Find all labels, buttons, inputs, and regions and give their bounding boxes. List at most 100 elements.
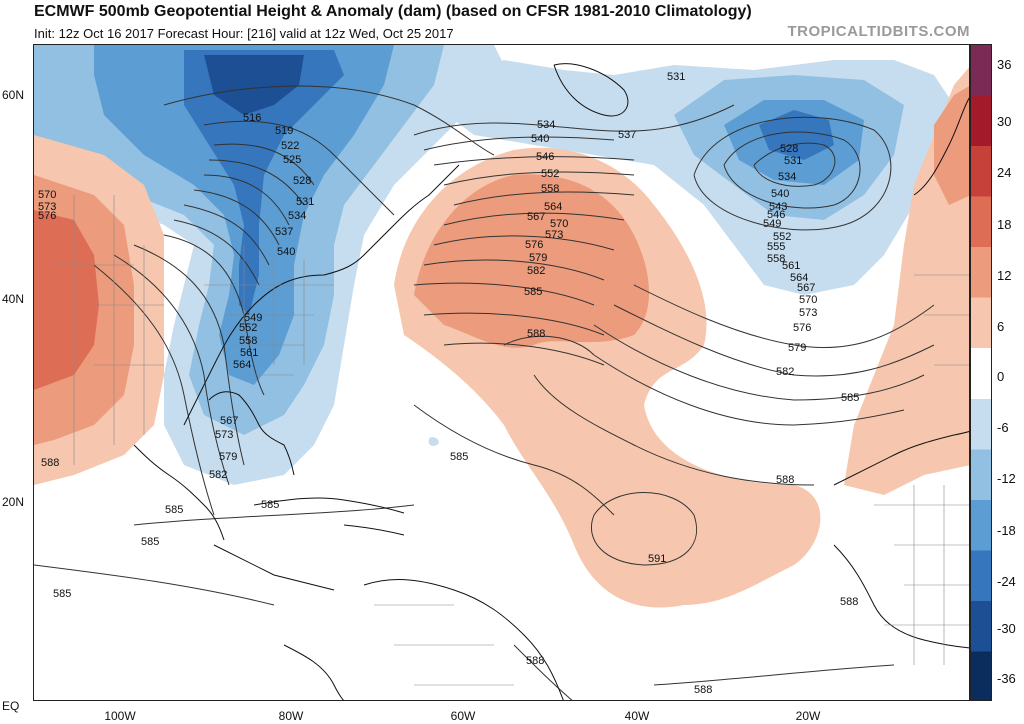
colorbar-label: -30	[997, 621, 1016, 636]
svg-text:573: 573	[38, 201, 56, 213]
page-subtitle: Init: 12z Oct 16 2017 Forecast Hour: [21…	[34, 26, 454, 41]
colorbar-label: 18	[997, 217, 1012, 232]
svg-text:588: 588	[526, 655, 544, 667]
contour-labels: 531 516 519 522 525 528 531 534 537 540 …	[38, 71, 859, 696]
svg-text:534: 534	[288, 210, 306, 222]
svg-text:528: 528	[293, 175, 311, 187]
svg-text:582: 582	[527, 265, 545, 277]
svg-text:546: 546	[536, 151, 554, 163]
political-borders	[54, 195, 969, 686]
svg-text:570: 570	[550, 218, 568, 230]
svg-text:576: 576	[525, 239, 543, 251]
lon-label-20w: 20W	[795, 709, 821, 723]
svg-text:582: 582	[776, 366, 794, 378]
lon-label-40w: 40W	[624, 709, 650, 723]
svg-text:573: 573	[545, 229, 563, 241]
svg-text:516: 516	[243, 112, 261, 124]
svg-text:549: 549	[244, 312, 262, 324]
svg-text:585: 585	[53, 588, 71, 600]
lat-label-40n: 40N	[2, 292, 25, 306]
svg-text:591: 591	[648, 553, 666, 565]
lon-label-100w: 100W	[104, 709, 136, 723]
colorbar-label: -36	[997, 671, 1016, 686]
svg-text:552: 552	[239, 322, 257, 334]
lat-label-20n: 20N	[2, 495, 25, 509]
svg-text:522: 522	[281, 140, 299, 152]
svg-text:573: 573	[799, 307, 817, 319]
svg-text:558: 558	[541, 183, 559, 195]
colorbar-label: 12	[997, 268, 1012, 283]
svg-text:528: 528	[780, 143, 798, 155]
svg-text:570: 570	[799, 294, 817, 306]
svg-text:561: 561	[240, 347, 258, 359]
height-contours	[34, 85, 935, 700]
svg-text:585: 585	[450, 451, 468, 463]
colorbar-label: -6	[997, 420, 1009, 435]
svg-text:552: 552	[541, 168, 559, 180]
colorbar-label: 6	[997, 319, 1005, 334]
svg-text:588: 588	[41, 457, 59, 469]
svg-text:585: 585	[524, 286, 542, 298]
colorbar-label: -18	[997, 523, 1016, 538]
svg-text:585: 585	[261, 499, 279, 511]
svg-text:555: 555	[767, 241, 785, 253]
svg-text:564: 564	[790, 272, 808, 284]
svg-text:558: 558	[767, 253, 785, 265]
svg-text:579: 579	[219, 451, 237, 463]
svg-text:546: 546	[767, 209, 785, 221]
svg-text:531: 531	[296, 196, 314, 208]
site-credit: TROPICALTIDBITS.COM	[787, 23, 970, 40]
positive-anomaly-layer	[34, 67, 969, 608]
colorbar-label: 30	[997, 114, 1012, 129]
svg-text:537: 537	[275, 226, 293, 238]
svg-text:588: 588	[694, 684, 712, 696]
anomaly-colorbar	[970, 44, 992, 701]
svg-text:519: 519	[275, 125, 293, 137]
lat-label-60n: 60N	[2, 88, 25, 102]
svg-text:543: 543	[769, 201, 787, 213]
svg-text:567: 567	[527, 211, 545, 223]
svg-text:540: 540	[277, 246, 295, 258]
weather-map: 531 516 519 522 525 528 531 534 537 540 …	[33, 44, 970, 701]
svg-text:567: 567	[220, 415, 238, 427]
svg-text:585: 585	[841, 392, 859, 404]
svg-text:588: 588	[776, 474, 794, 486]
colorbar-label: 24	[997, 165, 1012, 180]
svg-text:561: 561	[782, 260, 800, 272]
colorbar-label: -12	[997, 471, 1016, 486]
svg-text:573: 573	[215, 429, 233, 441]
svg-text:576: 576	[793, 322, 811, 334]
svg-text:576: 576	[38, 210, 56, 222]
colorbar-label: 36	[997, 57, 1012, 72]
svg-text:579: 579	[788, 342, 806, 354]
svg-text:567: 567	[797, 282, 815, 294]
svg-text:570: 570	[38, 189, 56, 201]
colorbar-label: 0	[997, 369, 1005, 384]
svg-text:588: 588	[840, 596, 858, 608]
lon-label-60w: 60W	[450, 709, 476, 723]
svg-text:552: 552	[773, 231, 791, 243]
coastlines	[133, 63, 969, 700]
svg-text:585: 585	[165, 504, 183, 516]
svg-text:564: 564	[233, 359, 251, 371]
svg-text:588: 588	[527, 328, 545, 340]
svg-text:585: 585	[141, 536, 159, 548]
svg-text:534: 534	[537, 119, 555, 131]
colorbar-label: -24	[997, 574, 1016, 589]
lat-label-eq: EQ	[2, 699, 20, 713]
svg-text:531: 531	[667, 71, 685, 83]
svg-text:525: 525	[283, 154, 301, 166]
svg-text:537: 537	[618, 129, 636, 141]
svg-text:540: 540	[771, 188, 789, 200]
lon-label-80w: 80W	[278, 709, 304, 723]
svg-text:549: 549	[763, 218, 781, 230]
svg-text:534: 534	[778, 171, 796, 183]
page-title: ECMWF 500mb Geopotential Height & Anomal…	[34, 3, 752, 20]
svg-text:531: 531	[784, 155, 802, 167]
map-svg: 531 516 519 522 525 528 531 534 537 540 …	[34, 45, 969, 700]
svg-text:564: 564	[544, 201, 562, 213]
svg-text:582: 582	[209, 469, 227, 481]
svg-text:579: 579	[529, 252, 547, 264]
svg-text:540: 540	[531, 133, 549, 145]
svg-text:558: 558	[239, 335, 257, 347]
